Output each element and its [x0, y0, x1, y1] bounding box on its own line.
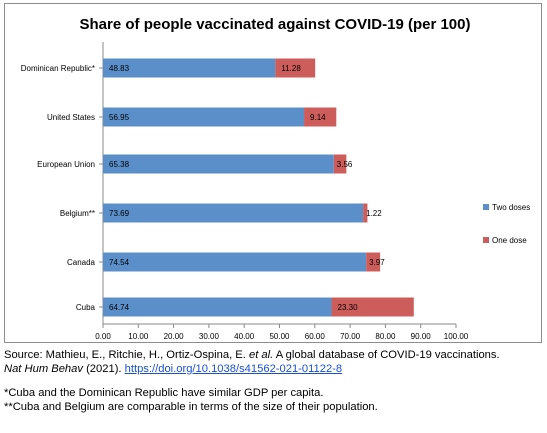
- legend-swatch: [483, 204, 489, 210]
- bar-two-doses: [103, 58, 276, 78]
- bar-one-dose: [363, 203, 368, 223]
- x-tick-label: 40.00: [234, 332, 255, 341]
- category-label: Dominican Republic*: [21, 64, 95, 73]
- bar-one-dose: [331, 297, 414, 317]
- source-prefix: Source: Mathieu, E., Ritchie, H., Ortiz-…: [4, 349, 249, 361]
- footnote-population: **Cuba and Belgium are comparable in ter…: [4, 400, 378, 413]
- data-label-one-dose: 23.30: [338, 303, 359, 312]
- data-label-two-doses: 56.95: [109, 113, 130, 122]
- data-label-two-doses: 73.69: [109, 209, 130, 218]
- bar-two-doses: [103, 107, 305, 127]
- footnote-gdp: *Cuba and the Dominican Republic have si…: [4, 387, 324, 399]
- x-tick-label: 60.00: [305, 332, 326, 341]
- data-label-two-doses: 48.83: [109, 64, 130, 73]
- data-label-one-dose: 1.22: [366, 209, 382, 218]
- vaccination-bar-chart: Share of people vaccinated against COVID…: [21, 16, 531, 341]
- data-label-two-doses: 74.54: [109, 258, 130, 267]
- chart-caption: Source: Mathieu, E., Ritchie, H., Ortiz-…: [4, 349, 544, 414]
- x-tick-label: 10.00: [128, 332, 149, 341]
- source-citation: Source: Mathieu, E., Ritchie, H., Ortiz-…: [4, 349, 544, 376]
- bar-one-dose: [333, 154, 347, 174]
- data-label-one-dose: 11.28: [281, 64, 301, 73]
- legend-swatch: [483, 237, 489, 243]
- chart-title: Share of people vaccinated against COVID…: [80, 16, 471, 33]
- bar-one-dose: [366, 252, 381, 272]
- x-tick-label: 0.00: [95, 332, 111, 341]
- legend-label: Two doses: [492, 203, 530, 212]
- x-tick-label: 70.00: [340, 332, 361, 341]
- bar-two-doses: [103, 154, 334, 174]
- x-tick-label: 30.00: [199, 332, 220, 341]
- journal-year: (2021).: [82, 362, 125, 375]
- bar-two-doses: [103, 203, 364, 223]
- legend-label: One dose: [492, 236, 527, 245]
- bar-one-dose: [275, 58, 316, 78]
- data-label-one-dose: 3.56: [337, 160, 353, 169]
- bar-one-dose: [304, 107, 337, 127]
- source-mid: A global database of COVID-19 vaccinatio…: [273, 349, 500, 361]
- journal-name: Nat Hum Behav: [4, 362, 83, 375]
- doi-link[interactable]: https://doi.org/10.1038/s41562-021-01122…: [124, 362, 343, 375]
- data-label-two-doses: 64.74: [109, 303, 130, 312]
- category-label: United States: [47, 113, 95, 122]
- data-label-one-dose: 3.97: [369, 258, 385, 267]
- data-label-two-doses: 65.38: [109, 160, 130, 169]
- category-label: Cuba: [76, 303, 96, 312]
- x-tick-label: 90.00: [411, 332, 432, 341]
- category-label: European Union: [37, 160, 95, 169]
- bar-two-doses: [103, 252, 367, 272]
- x-tick-label: 50.00: [269, 332, 290, 341]
- bar-two-doses: [103, 297, 332, 317]
- data-label-one-dose: 9.14: [310, 113, 326, 122]
- source-etal: et al.: [248, 349, 274, 361]
- x-tick-label: 80.00: [375, 332, 396, 341]
- x-tick-label: 20.00: [164, 332, 185, 341]
- chart-frame: Share of people vaccinated against COVID…: [4, 3, 542, 343]
- category-label: Belgium**: [60, 209, 95, 218]
- x-tick-label: 100.00: [444, 332, 469, 341]
- category-label: Canada: [67, 258, 96, 267]
